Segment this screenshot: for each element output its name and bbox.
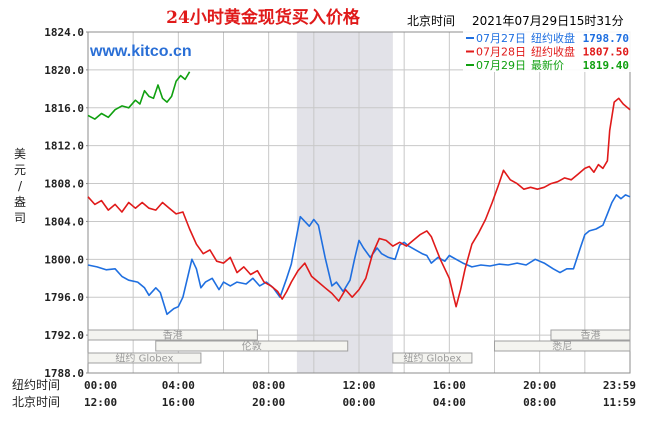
- session-bar: 纽约 Globex: [87, 352, 202, 365]
- x-tick-label: 04:00: [162, 379, 195, 392]
- session-bar-body: [87, 352, 202, 364]
- x-axis-row-label: 北京时间: [12, 395, 60, 409]
- session-bar: 香港: [87, 329, 258, 342]
- y-tick-label: 1824.0: [44, 26, 84, 39]
- timestamp-value: 2021年07月29日15时31分: [472, 14, 624, 28]
- legend-kind: 纽约收盘: [531, 31, 575, 45]
- x-tick-label: 08:00: [523, 396, 556, 409]
- session-bar-body: [155, 340, 349, 352]
- y-tick-label: 1788.0: [44, 367, 84, 380]
- x-tick-label: 04:00: [433, 396, 466, 409]
- x-tick-label: 00:00: [342, 396, 375, 409]
- y-tick-label: 1812.0: [44, 140, 84, 153]
- y-tick-label: 1800.0: [44, 253, 84, 266]
- session-label: 纽约 Globex: [403, 352, 461, 365]
- legend-entry: 07月27日 纽约收盘 1798.70: [466, 31, 629, 45]
- series-line: [87, 97, 631, 308]
- legend-date: 07月27日: [476, 32, 526, 45]
- legend-date: 07月28日: [476, 46, 526, 59]
- session-bar: 伦敦: [155, 340, 349, 353]
- legend-value: 1819.40: [583, 59, 629, 72]
- y-tick-label: 1820.0: [44, 64, 84, 77]
- session-bar-body: [494, 340, 631, 352]
- session-label: 香港: [163, 330, 183, 342]
- session-label: 伦敦: [242, 340, 262, 353]
- legend-value: 1798.70: [583, 32, 629, 45]
- legend-kind: 最新价: [531, 58, 564, 72]
- plot-border: [87, 31, 631, 374]
- chart-title: 24小时黄金现货买入价格: [166, 7, 361, 28]
- y-tick-label: 1808.0: [44, 178, 84, 191]
- chart-frame: [87, 31, 631, 374]
- nymex-session-shade: [296, 32, 393, 373]
- x-tick-label: 12:00: [84, 396, 117, 409]
- timestamp-label: 北京时间: [407, 14, 455, 28]
- y-tick-label: 1792.0: [44, 329, 84, 342]
- x-tick-label: 11:59: [603, 396, 636, 409]
- series-line: [87, 71, 191, 120]
- series-lines: [87, 71, 631, 316]
- legend-value: 1807.50: [583, 46, 629, 59]
- session-bar-body: [392, 352, 473, 364]
- x-tick-label: 12:00: [342, 379, 375, 392]
- session-label: 香港: [580, 330, 600, 342]
- x-tick-label: 00:00: [84, 379, 117, 392]
- chart-header: 24小时黄金现货买入价格 www.kitco.cn 北京时间 2021年07月2…: [89, 7, 624, 60]
- session-bar: 香港: [550, 329, 631, 342]
- session-bar: 悉尼: [494, 340, 631, 353]
- x-tick-label: 23:59: [603, 379, 636, 392]
- legend-date: 07月29日: [476, 59, 526, 72]
- legend-kind: 纽约收盘: [531, 45, 575, 59]
- x-tick-label: 20:00: [523, 379, 556, 392]
- watermark: www.kitco.cn: [89, 43, 192, 60]
- legend-entry: 07月29日 最新价 1819.40: [466, 58, 629, 72]
- x-tick-label: 16:00: [433, 379, 466, 392]
- y-tick-label: 1804.0: [44, 215, 84, 228]
- x-tick-label: 08:00: [252, 379, 285, 392]
- session-bar: 纽约 Globex: [392, 352, 473, 365]
- x-axis-row-label: 纽约时间: [12, 377, 60, 392]
- x-tick-label: 20:00: [252, 396, 285, 409]
- y-axis-label: 美元/盎司: [14, 147, 26, 225]
- axis-labels: 1824.0 1820.0 1816.0 1812.0 1808.0 1804.0 1800…: [12, 26, 636, 409]
- legend-entry: 07月28日 纽约收盘 1807.50: [466, 45, 629, 59]
- y-tick-label: 1796.0: [44, 291, 84, 304]
- session-label: 纽约 Globex: [115, 352, 173, 365]
- legend-box: [463, 31, 631, 72]
- x-tick-label: 16:00: [162, 396, 195, 409]
- session-label: 悉尼: [552, 341, 572, 353]
- y-tick-label: 1816.0: [44, 102, 84, 115]
- series-line: [87, 194, 631, 316]
- session-bar-body: [550, 329, 631, 341]
